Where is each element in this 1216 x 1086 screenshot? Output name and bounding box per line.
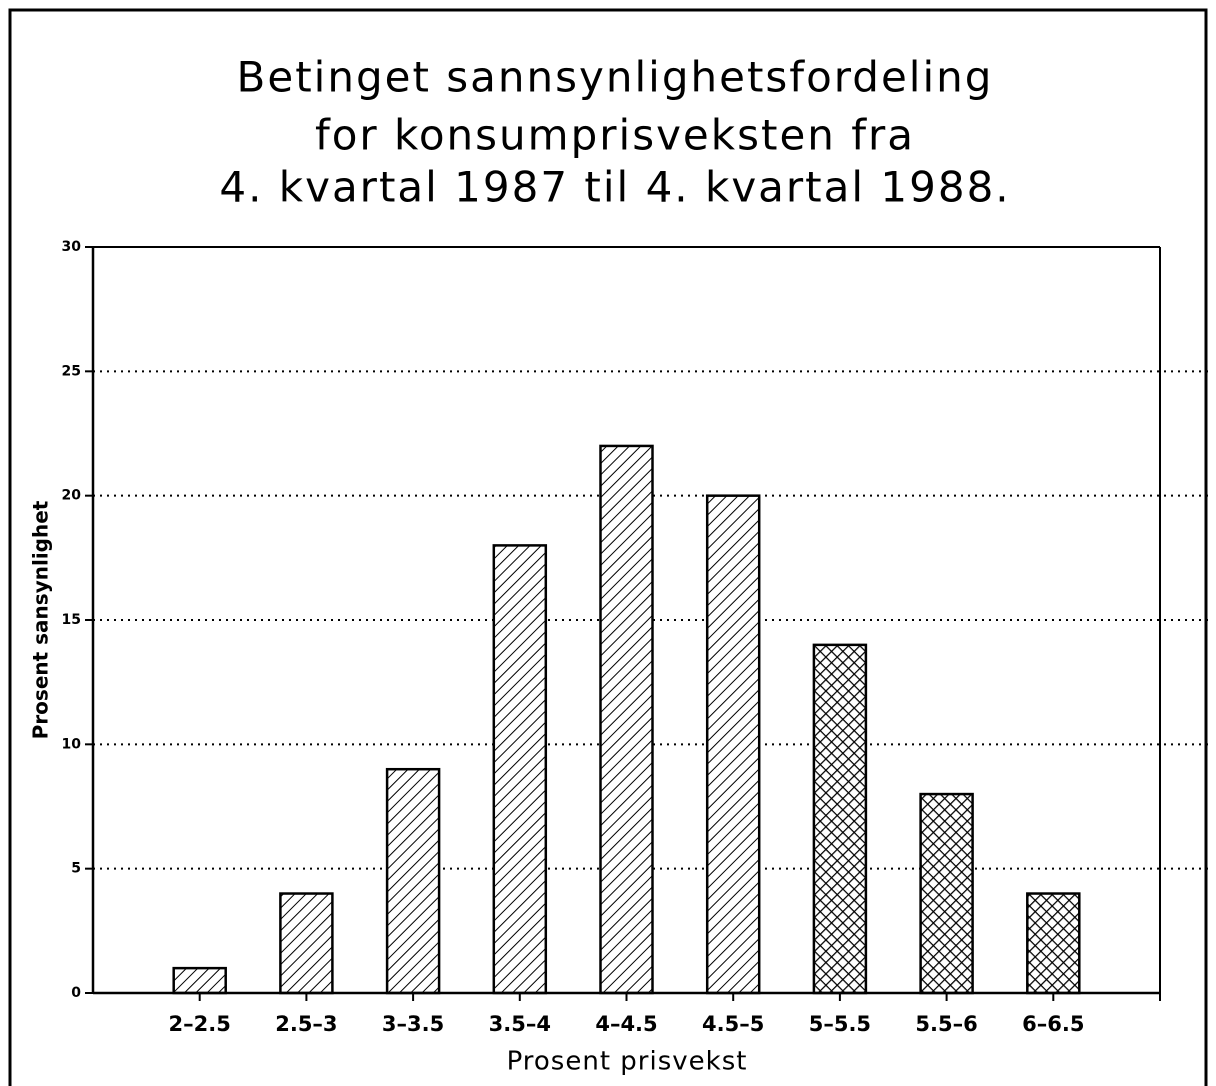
y-tick-label: 5 <box>71 861 81 877</box>
x-tick-label: 2–2.5 <box>169 1012 231 1036</box>
bar <box>705 494 761 995</box>
frame <box>8 8 1208 1086</box>
bar <box>492 544 548 995</box>
chart-title: Betinget sannsynlighetsfordeling <box>237 53 994 102</box>
bar <box>1026 892 1081 995</box>
y-tick-label: 15 <box>62 612 81 628</box>
y-tick-label: 20 <box>62 488 82 504</box>
x-axis-label: Prosent prisvekst <box>507 1047 748 1077</box>
y-tick-label: 0 <box>71 985 81 1001</box>
x-tick-label: 2.5–3 <box>275 1012 337 1036</box>
x-tick-label: 6–6.5 <box>1022 1012 1084 1036</box>
x-tick-label: 3–3.5 <box>382 1012 444 1036</box>
bar <box>919 792 974 995</box>
y-tick-label: 25 <box>62 363 81 379</box>
bar <box>812 643 868 995</box>
x-tick-label: 4–4.5 <box>595 1012 657 1036</box>
y-axis-label: Prosent sansynlighet <box>29 500 53 739</box>
x-tick-label: 5.5–6 <box>915 1012 977 1036</box>
x-tick-label: 3.5–4 <box>489 1012 551 1036</box>
bar <box>279 892 334 995</box>
chart-title: 4. kvartal 1987 til 4. kvartal 1988. <box>219 163 1010 212</box>
y-tick-label: 30 <box>62 239 82 255</box>
x-tick-label: 4.5–5 <box>702 1012 764 1036</box>
chart-title: for konsumprisveksten fra <box>315 111 915 160</box>
bar <box>172 966 227 995</box>
x-tick-label: 5–5.5 <box>809 1012 871 1036</box>
bar <box>385 767 441 995</box>
bar <box>599 444 654 995</box>
y-tick-label: 10 <box>62 736 82 752</box>
